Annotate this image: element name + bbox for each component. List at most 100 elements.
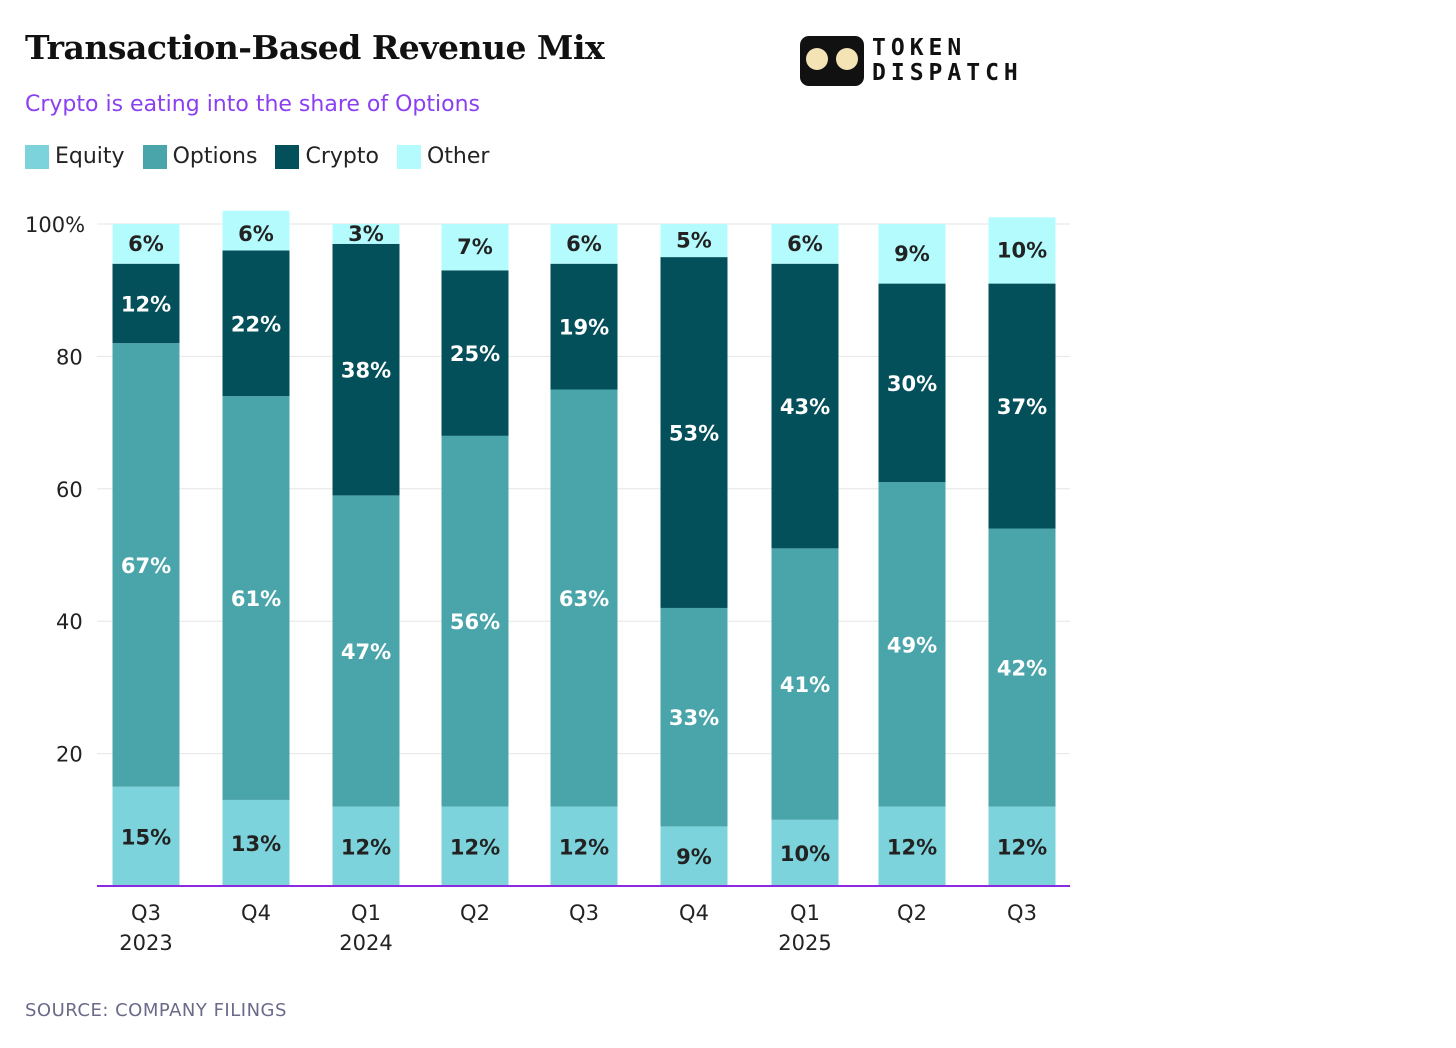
y-tick-label: 100% [25, 213, 85, 237]
x-tick-label: Q2 [460, 901, 490, 925]
data-label: 6% [566, 232, 602, 256]
data-label: 15% [121, 825, 171, 849]
bar-segment-options [550, 389, 618, 807]
bar-segment-equity [222, 799, 290, 886]
bar-segment-crypto [878, 283, 946, 483]
data-label: 5% [676, 229, 712, 253]
data-label: 12% [887, 835, 937, 859]
bar-segment-options [878, 482, 946, 807]
legend-item-equity: Equity [25, 144, 125, 169]
data-label: 19% [559, 316, 609, 340]
data-label: 67% [121, 554, 171, 578]
bar-segment-crypto [112, 263, 180, 344]
x-tick-label: Q4 [241, 901, 271, 925]
bar-segment-other [112, 224, 180, 264]
y-tick-label: 20 [56, 743, 83, 767]
data-label: 41% [780, 673, 830, 697]
bar-segment-equity [441, 806, 509, 886]
x-tick-label: Q4 [679, 901, 709, 925]
data-label: 6% [787, 232, 823, 256]
legend-label: Crypto [305, 144, 379, 169]
bar-segment-other [878, 224, 946, 284]
data-label: 6% [128, 232, 164, 256]
bar-segment-crypto [222, 250, 290, 397]
logo-line2: DISPATCH [872, 60, 1023, 86]
legend-swatch [25, 144, 49, 169]
legend-item-crypto: Crypto [275, 144, 379, 169]
legend-label: Options [172, 144, 258, 169]
bar-segment-options [660, 607, 728, 827]
chart-subtitle: Crypto is eating into the share of Optio… [25, 92, 480, 117]
bar-segment-options [441, 435, 509, 807]
bar-segment-equity [332, 806, 400, 886]
data-label: 38% [341, 359, 391, 383]
x-tick-label: Q3 [131, 901, 161, 925]
data-label: 12% [559, 835, 609, 859]
legend-swatch [396, 144, 421, 169]
bar-segment-options [332, 495, 400, 807]
bar-segment-other [332, 224, 400, 244]
data-label: 42% [997, 657, 1047, 681]
bar-segment-options [988, 528, 1056, 807]
data-label: 25% [450, 342, 500, 366]
legend-label: Equity [55, 144, 125, 169]
data-label: 30% [887, 372, 937, 396]
token-dispatch-logo: TOKEN DISPATCH [800, 36, 1023, 86]
x-tick-label: Q2 [897, 901, 927, 925]
data-label: 49% [887, 633, 937, 657]
legend: Equity Options Crypto Other [25, 144, 489, 169]
x-tick-label: Q1 [790, 901, 820, 925]
bar-segment-equity [878, 806, 946, 886]
bar-segment-other [988, 217, 1056, 284]
bar-segment-other [660, 224, 728, 258]
x-tick-year: 2025 [778, 931, 831, 955]
data-label: 43% [780, 395, 830, 419]
bar-segment-crypto [988, 283, 1056, 529]
source-note: SOURCE: COMPANY FILINGS [25, 1000, 287, 1021]
x-tick-label: Q1 [351, 901, 381, 925]
data-label: 63% [559, 587, 609, 611]
bar-segment-crypto [771, 263, 839, 549]
bar-segment-other [550, 224, 618, 264]
x-tick-label: Q3 [1007, 901, 1037, 925]
data-label: 3% [348, 222, 384, 246]
chart-title: Transaction-Based Revenue Mix [25, 28, 605, 67]
data-label: 12% [450, 835, 500, 859]
bar-segment-equity [660, 826, 728, 886]
data-label: 12% [121, 292, 171, 316]
bar-segment-crypto [660, 257, 728, 608]
legend-item-options: Options [142, 144, 258, 169]
data-label: 7% [457, 235, 493, 259]
bar-segment-options [222, 396, 290, 800]
legend-label: Other [426, 144, 490, 169]
bar-segment-crypto [550, 263, 618, 390]
legend-item-other: Other [396, 144, 490, 169]
bar-segment-equity [771, 819, 839, 886]
y-tick-label: 60 [56, 478, 83, 502]
legend-swatch [142, 144, 167, 169]
data-label: 22% [231, 312, 281, 336]
data-label: 13% [231, 832, 281, 856]
data-label: 9% [676, 845, 712, 869]
bar-segment-crypto [441, 270, 509, 436]
x-tick-label: Q3 [569, 901, 599, 925]
bar-segment-equity [988, 806, 1056, 886]
data-label: 33% [669, 706, 719, 730]
x-tick-year: 2023 [119, 931, 172, 955]
bar-segment-equity [550, 806, 618, 886]
data-label: 10% [780, 842, 830, 866]
logo-line1: TOKEN [872, 35, 967, 61]
legend-swatch [275, 144, 300, 169]
bar-segment-options [771, 548, 839, 820]
data-label: 10% [997, 238, 1047, 262]
data-label: 12% [341, 835, 391, 859]
data-label: 37% [997, 395, 1047, 419]
bar-segment-other [771, 224, 839, 264]
data-label: 12% [997, 835, 1047, 859]
data-label: 9% [894, 242, 930, 266]
bar-segment-options [112, 343, 180, 787]
data-label: 53% [669, 422, 719, 446]
data-label: 56% [450, 610, 500, 634]
y-tick-label: 80 [56, 345, 83, 369]
bar-segment-crypto [332, 243, 400, 496]
